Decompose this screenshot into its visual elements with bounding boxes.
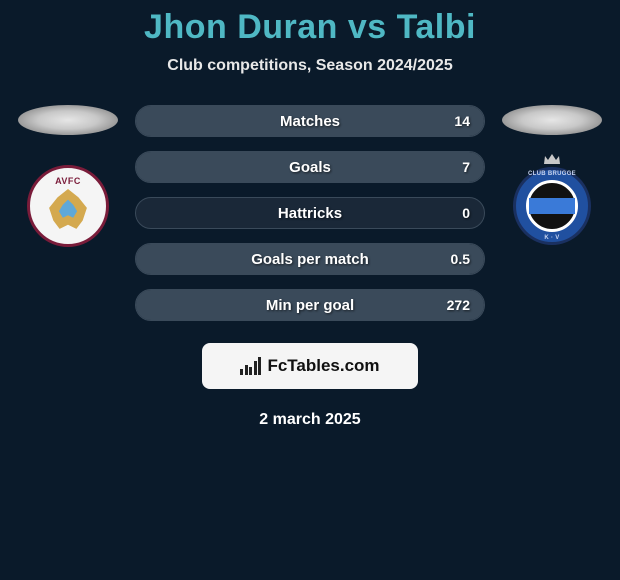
stat-bar-matches: Matches 14 (135, 105, 485, 137)
left-club-badge (27, 165, 109, 247)
stat-bar-hattricks: Hattricks 0 (135, 197, 485, 229)
stat-value-right: 14 (454, 113, 470, 129)
avfc-lion-icon (47, 189, 89, 231)
right-player-column: CLUB BRUGGE K · V (497, 105, 607, 247)
watermark-text: FcTables.com (267, 356, 379, 376)
stat-value-right: 7 (462, 159, 470, 175)
brugge-text-bottom: K · V (544, 235, 559, 241)
watermark-badge: FcTables.com (202, 343, 418, 389)
crown-icon (543, 153, 561, 165)
stat-value-right: 0 (462, 205, 470, 221)
subtitle: Club competitions, Season 2024/2025 (167, 57, 452, 75)
right-club-badge: CLUB BRUGGE K · V (511, 165, 593, 247)
stat-label: Goals per match (251, 251, 369, 268)
stats-row: Matches 14 Goals 7 Hattricks 0 Goals per… (0, 105, 620, 321)
date-label: 2 march 2025 (259, 411, 360, 429)
page-title: Jhon Duran vs Talbi (144, 8, 476, 47)
stat-value-right: 0.5 (451, 251, 470, 267)
stat-label: Goals (289, 159, 331, 176)
stat-label: Hattricks (278, 205, 342, 222)
comparison-card: Jhon Duran vs Talbi Club competitions, S… (0, 0, 620, 429)
brugge-outer-ring: CLUB BRUGGE K · V (513, 167, 591, 245)
brugge-inner-circle (526, 180, 578, 232)
brugge-stripe (529, 198, 575, 214)
stat-label: Matches (280, 113, 340, 130)
stat-bar-goals-per-match: Goals per match 0.5 (135, 243, 485, 275)
stats-bars: Matches 14 Goals 7 Hattricks 0 Goals per… (135, 105, 485, 321)
brugge-text-top: CLUB BRUGGE (528, 171, 576, 177)
left-player-column (13, 105, 123, 247)
stat-bar-goals: Goals 7 (135, 151, 485, 183)
right-player-silhouette (502, 105, 602, 135)
bar-chart-icon (240, 357, 261, 375)
stat-label: Min per goal (266, 297, 354, 314)
left-player-silhouette (18, 105, 118, 135)
stat-value-right: 272 (447, 297, 470, 313)
stat-bar-min-per-goal: Min per goal 272 (135, 289, 485, 321)
